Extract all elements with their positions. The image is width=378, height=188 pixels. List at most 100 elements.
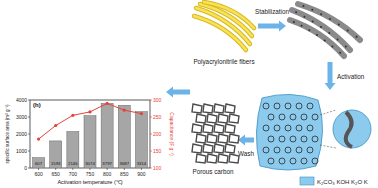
arrow-label: Wash xyxy=(238,150,254,157)
y-tick xyxy=(28,117,30,118)
x-tick-label: 650 xyxy=(52,171,61,177)
y-tick xyxy=(28,168,30,169)
pore-dot xyxy=(339,52,341,54)
pore xyxy=(268,136,274,142)
x-tick xyxy=(90,168,91,170)
carbon-cell xyxy=(196,154,206,163)
x-tick-label: 700 xyxy=(69,171,78,177)
pore xyxy=(274,147,280,153)
line xyxy=(39,103,142,139)
carbon-cell xyxy=(207,114,217,123)
y-tick xyxy=(28,134,30,135)
pore-dot xyxy=(308,29,310,31)
pore xyxy=(296,147,302,153)
y2-tick-label: 300 xyxy=(153,97,162,103)
node-label: Polyacrylonitrile fibers xyxy=(193,58,254,66)
carbon-cell xyxy=(229,114,239,123)
x-tick xyxy=(55,168,56,170)
carbon-cell xyxy=(192,104,202,113)
y2-tick-label: 250 xyxy=(153,114,162,120)
bar xyxy=(101,103,113,168)
node-label: Porous carbon xyxy=(193,168,234,175)
arrow xyxy=(166,87,190,98)
x-tick-label: 750 xyxy=(86,171,95,177)
carbon-cell xyxy=(196,134,206,143)
pore xyxy=(263,147,269,153)
line-marker xyxy=(123,109,126,112)
y2-tick xyxy=(150,168,152,169)
y2-tick xyxy=(150,117,152,118)
y-tick xyxy=(28,100,30,101)
pore-dot xyxy=(328,32,330,34)
pore xyxy=(307,125,313,131)
x-tick xyxy=(107,168,108,170)
plot-frame xyxy=(30,100,150,168)
pore xyxy=(296,103,302,109)
zoom-line xyxy=(320,110,336,115)
x-tick xyxy=(124,168,125,170)
y-tick-label: 3000 xyxy=(16,114,27,120)
pore-dot xyxy=(293,21,295,23)
pan-fiber xyxy=(194,16,246,50)
pore-dot xyxy=(338,23,340,25)
carbon-cell xyxy=(192,144,202,153)
x-tick-label: 600 xyxy=(34,171,43,177)
pore xyxy=(312,136,318,142)
y-axis-label: specific surface area (m² g⁻¹) xyxy=(5,104,10,164)
pan-fiber xyxy=(204,2,254,28)
data-label: 3314 xyxy=(137,161,147,166)
y2-axis-label: Capacitance (F g⁻¹) xyxy=(169,112,175,156)
pore xyxy=(268,158,274,164)
x-tick xyxy=(72,168,73,170)
zoom-fiber xyxy=(346,112,352,147)
data-label: 1593 xyxy=(51,161,61,166)
carbon-cell xyxy=(225,144,235,153)
pore xyxy=(263,103,269,109)
pore-dot xyxy=(345,45,347,47)
carbon-cell xyxy=(218,154,228,163)
carbon-cell xyxy=(218,134,228,143)
legend-label: K₂CO₃ KOH K₂O K xyxy=(317,179,368,185)
pan-fiber-highlight xyxy=(194,16,246,50)
zoom-line xyxy=(320,145,336,148)
pore-dot xyxy=(312,21,314,23)
bar xyxy=(118,105,130,168)
x-tick-label: 800 xyxy=(103,171,112,177)
carbon-cell xyxy=(214,104,224,113)
bar xyxy=(67,132,79,168)
line-marker xyxy=(88,110,91,113)
data-label: 3074 xyxy=(85,161,95,166)
pore xyxy=(312,114,318,120)
data-label: 3797 xyxy=(102,161,112,166)
carbon-cell xyxy=(203,124,213,133)
pore xyxy=(312,158,318,164)
carbon-cell xyxy=(225,124,235,133)
arrow xyxy=(325,62,336,90)
pore xyxy=(279,136,285,142)
y-tick xyxy=(28,151,30,152)
arrow xyxy=(238,135,254,146)
stabilized-fiber xyxy=(290,20,344,56)
carbon-cell xyxy=(229,154,239,163)
carbon-cell xyxy=(203,104,213,113)
pore xyxy=(290,158,296,164)
porous-carbon xyxy=(192,104,239,163)
pore xyxy=(301,158,307,164)
bar xyxy=(33,158,45,168)
pore-dot xyxy=(302,5,304,7)
pore-dot xyxy=(331,45,333,47)
carbon-cell xyxy=(207,154,217,163)
plot-marks xyxy=(33,102,148,168)
pore xyxy=(279,114,285,120)
line-marker xyxy=(54,124,57,127)
y2-tick xyxy=(150,134,152,135)
line-marker xyxy=(106,102,109,105)
x-tick xyxy=(38,168,39,170)
zoom-circle xyxy=(333,110,371,148)
carbon-cell xyxy=(214,144,224,153)
pore-dot xyxy=(337,39,339,41)
pore xyxy=(307,147,313,153)
stabilized-fiber xyxy=(298,4,360,40)
data-label: 607 xyxy=(35,161,43,166)
data-label: 2146 xyxy=(68,161,78,166)
